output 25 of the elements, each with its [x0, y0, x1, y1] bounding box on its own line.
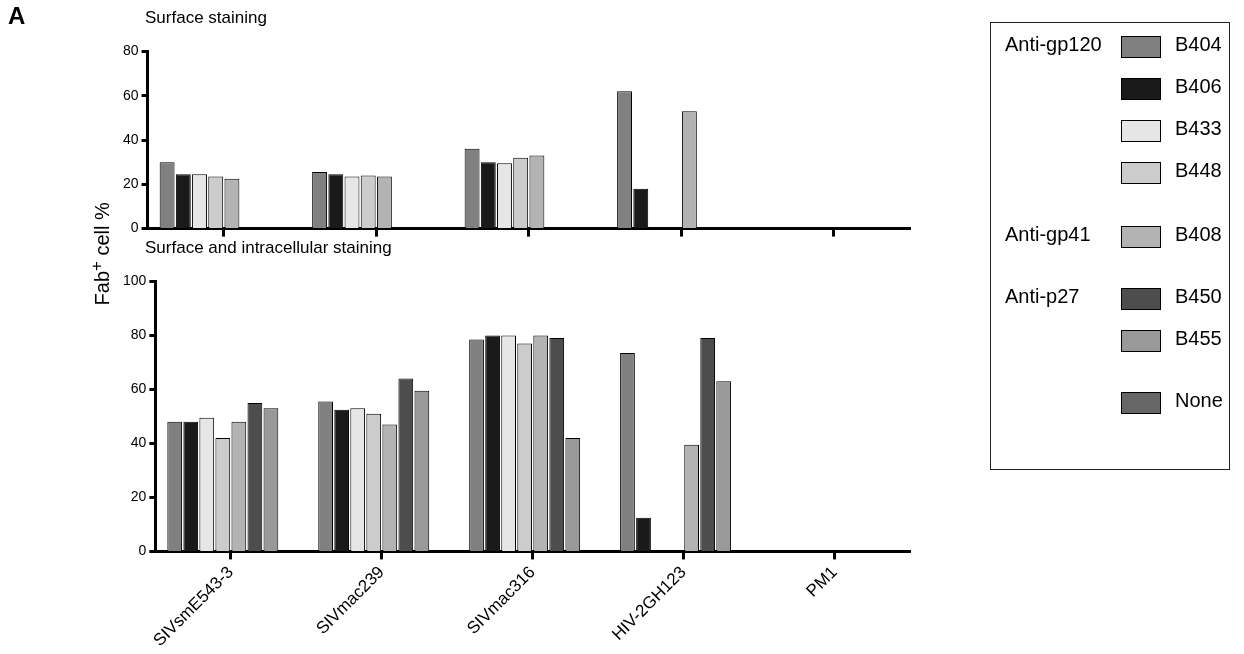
- legend-label: B450: [1175, 285, 1222, 308]
- y-tick-label: 0: [138, 542, 147, 559]
- text: Anti-gp120: [1005, 33, 1102, 56]
- legend-label: B448: [1175, 159, 1222, 182]
- legend-label: B433: [1175, 117, 1222, 140]
- legend-label: B404: [1175, 33, 1222, 56]
- legend-label: B455: [1175, 327, 1222, 350]
- y-tick-label: 80: [122, 42, 139, 59]
- y-tick-label: 0: [130, 219, 139, 236]
- y-tick-label: 20: [130, 488, 147, 505]
- y-tick-label: 20: [122, 175, 139, 192]
- y-tick-label: 60: [130, 380, 147, 397]
- legend-label: B408: [1175, 223, 1222, 246]
- y-tick-label: 80: [130, 326, 147, 343]
- y-tick-label: 60: [122, 86, 139, 103]
- legend-label: None: [1175, 389, 1223, 412]
- text: Anti-p27: [1005, 285, 1080, 308]
- chart-title: Surface staining: [145, 8, 267, 28]
- y-tick-label: 100: [123, 272, 147, 289]
- y-tick-label: 40: [130, 434, 147, 451]
- y-tick-label: 40: [122, 130, 139, 147]
- legend-label: B406: [1175, 75, 1222, 98]
- text: A: [8, 2, 26, 30]
- text: Anti-gp41: [1005, 223, 1091, 246]
- chart-title: Surface and intracellular staining: [145, 238, 392, 258]
